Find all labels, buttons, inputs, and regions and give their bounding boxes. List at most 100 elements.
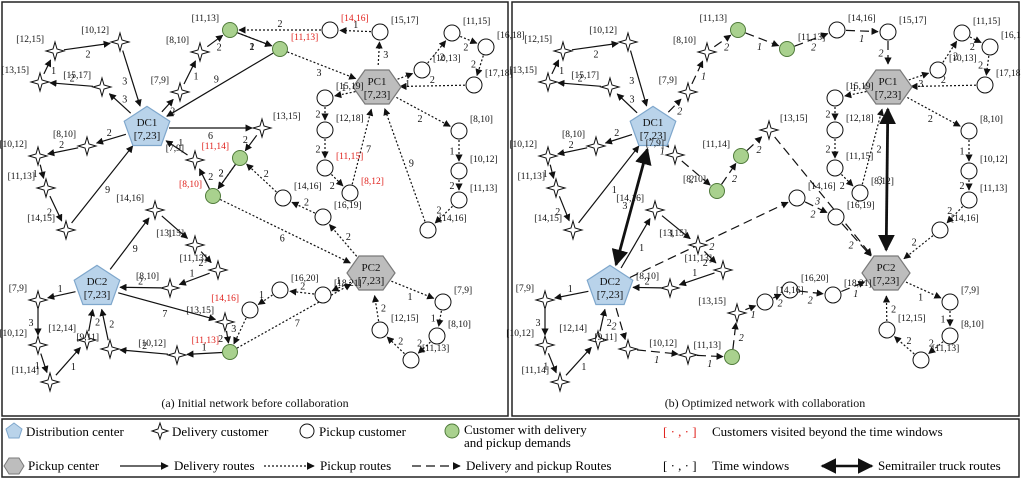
panel-b-pc2-tw: [7,23] <box>873 275 900 287</box>
panel-b-route-cost-34: 2 <box>612 322 617 333</box>
panel-b-delivery-customer <box>554 42 572 60</box>
panel-b-time-window: [14,16] <box>616 194 644 204</box>
panel-a-route-cost-50: 2 <box>418 114 423 125</box>
panel-a-route-cost-56: 2 <box>304 197 309 208</box>
panel-a-time-window: [11,13] <box>192 336 219 346</box>
panel-a-pickup-customer <box>315 287 331 303</box>
panel-b-route-cost-32: 1 <box>581 362 586 373</box>
panel-b-route-cost-14: 2 <box>811 42 816 53</box>
panel-b-pickup-customer <box>954 25 970 41</box>
panel-a-pickup-customer <box>478 39 494 55</box>
panel-a-route-cost-44: 2 <box>430 75 435 86</box>
panel-b-route-cost-11: 1 <box>701 72 706 83</box>
panel-a-route-cost-12: 2 <box>217 43 222 54</box>
panel-a-route-delivery-23 <box>179 273 209 284</box>
panel-b-pickup-customer <box>852 185 868 201</box>
panel-b-time-window: [15,19] <box>846 82 874 92</box>
panel-a-time-window: [7,9] <box>454 286 472 296</box>
panel-b-time-window: [11,13] <box>932 344 959 354</box>
panel-a-route-pickup-66 <box>439 311 442 326</box>
panel-b-pickup-customer <box>977 77 993 93</box>
panel-a-route-cost-9: 9 <box>105 185 110 196</box>
panel-b-pickup-customer <box>942 294 958 310</box>
panel-a-route-cost-49: 7 <box>366 145 371 156</box>
panel-a-delivery-pickup-customer <box>223 345 238 360</box>
panel-a-time-window: [7,9] <box>166 144 184 154</box>
panel-b-time-window: [8,10] <box>683 175 706 185</box>
panel-a-pickup-customer <box>429 328 445 344</box>
panel-b-delivery-customer <box>536 336 554 354</box>
legend-dc-icon <box>6 423 22 438</box>
panel-b-pickup-customer <box>913 352 929 368</box>
panel-a-route-cost-15: 6 <box>208 131 213 142</box>
panel-a-time-window: [16,19] <box>334 201 362 211</box>
panel-b-route-cost-12: 2 <box>724 43 729 54</box>
panel-a-time-window: [11,13] <box>180 254 207 264</box>
panel-b-route-cost-39: 2 <box>778 299 783 310</box>
panel-b-delivery-pickup-customer <box>780 42 795 57</box>
panel-a-delivery-customer <box>253 119 271 137</box>
panel-a-pickup-customer <box>372 322 388 338</box>
panel-b-time-window: [8,10] <box>961 320 984 330</box>
panel-b-route-cost-52: 2 <box>928 114 933 125</box>
panel-a-time-window: [18,21] <box>334 279 362 289</box>
panel-a-dc1-label: DC1 <box>137 117 158 129</box>
panel-b-time-window: [10,12] <box>509 140 537 150</box>
panel-b-route-dp-13 <box>746 33 779 46</box>
panel-a-route-cost-64: 7 <box>295 318 300 329</box>
panel-a-route-cost-34: 2 <box>109 319 114 330</box>
panel-a-route-cost-3: 2 <box>86 50 91 61</box>
panel-a-pickup-customer <box>444 25 460 41</box>
panel-b-time-window: [11,13] <box>694 341 721 351</box>
panel-a-caption: (a) Initial network before collaboration <box>161 396 348 410</box>
panel-b-delivery-customer <box>646 201 664 219</box>
panel-b-route-cost-56: 2 <box>912 238 917 249</box>
panel-b-time-window: [11,13] <box>700 14 727 24</box>
legend-pickup-route-label: Pickup routes <box>320 458 391 473</box>
legend-pickup-label: Pickup customer <box>319 424 407 439</box>
panel-b-pickup-customer <box>827 122 843 138</box>
panel-b-time-window: [8,12] <box>871 177 894 187</box>
panel-a-route-cost-59: 6 <box>280 234 285 245</box>
panel-a-route-delivery-14 <box>167 53 273 116</box>
panel-b-time-window: [7,9] <box>961 286 979 296</box>
panel-b-time-window: [13,15] <box>780 114 808 124</box>
panel-b-time-window: [11,14] <box>703 140 730 150</box>
panel-a-delivery-customer <box>111 33 129 51</box>
panel-a-route-cost-40: 1 <box>405 79 410 90</box>
panel-a-time-window: [15,17] <box>63 71 91 81</box>
panel-a-time-window: [8,12] <box>361 177 384 187</box>
panel-b-delivery-customer <box>536 291 554 309</box>
panel-b-pickup-customer <box>880 24 896 40</box>
panel-b-time-window: [11,15] <box>973 17 1000 27</box>
panel-a-delivery-customer <box>29 147 47 165</box>
panel-a-route-cost-11: 1 <box>194 72 199 83</box>
panel-a-delivery-pickup-customer <box>223 23 238 38</box>
panel-a-time-window: [10,12] <box>138 339 166 349</box>
legend-delivery-label: Delivery customer <box>172 424 269 439</box>
panel-b-dc2-tw: [7,23] <box>597 289 624 301</box>
panel-b-route-cost-50: 2 <box>978 61 983 72</box>
panel-b-delivery-customer <box>760 121 778 139</box>
panel-b-route-cost-16: 2 <box>879 49 884 60</box>
panel-a-time-window: [12,14] <box>48 324 76 334</box>
panel-a-route-cost-2: 1 <box>51 66 56 77</box>
panel-b-time-window: [13,15] <box>698 297 726 307</box>
panel-b-delivery-customer <box>601 78 619 96</box>
panel-a-time-window: [11,14] <box>202 142 229 152</box>
panel-b-delivery-customer <box>679 83 697 101</box>
panel-b-pickup-customer <box>829 22 845 38</box>
panel-b-route-delivery-31 <box>548 353 556 372</box>
panel-a-route-delivery-9 <box>72 146 133 223</box>
panel-b-route-dp-35 <box>637 350 678 354</box>
panel-b-route-dp-37 <box>733 323 736 349</box>
panel-b-route-cost-44: 2 <box>826 145 831 156</box>
panel-b-route-cost-35: 1 <box>654 355 659 366</box>
panel-a-pickup-customer <box>420 222 436 238</box>
panel-b-delivery-customer <box>551 373 569 391</box>
panel-b-route-cost-30: 3 <box>536 318 541 329</box>
panel-a-route-cost-23: 1 <box>190 268 195 279</box>
panel-b-time-window: [10,12] <box>980 155 1008 165</box>
panel-a-route-pickup-50 <box>396 97 450 126</box>
